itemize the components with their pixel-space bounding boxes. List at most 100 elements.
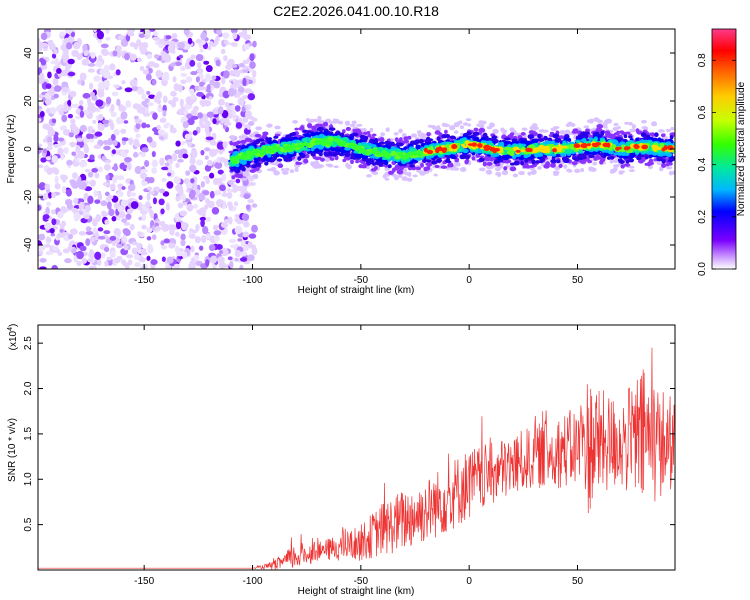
- noise-speck: [57, 251, 63, 257]
- noise-speck: [200, 235, 207, 244]
- noise-speck: [243, 34, 251, 41]
- noise-speck: [40, 157, 47, 163]
- noise-speck: [102, 139, 109, 146]
- ridge-speck: [271, 162, 279, 166]
- noise-speck: [75, 158, 80, 163]
- noise-speck: [224, 101, 230, 108]
- noise-speck: [110, 103, 115, 112]
- noise-speck: [105, 96, 112, 105]
- noise-speck: [54, 57, 60, 67]
- noise-speck: [135, 122, 141, 130]
- noise-speck: [217, 106, 224, 115]
- noise-speck: [168, 242, 176, 249]
- noise-speck: [246, 125, 251, 130]
- noise-speck: [215, 59, 221, 67]
- ridge-speck: [333, 165, 339, 169]
- noise-speck: [123, 120, 129, 124]
- ridge-speck: [492, 128, 499, 134]
- noise-speck: [53, 85, 62, 92]
- ridge-speck: [403, 146, 408, 150]
- noise-speck: [125, 254, 134, 259]
- ridge-speck: [318, 151, 323, 157]
- noise-speck: [112, 139, 118, 147]
- ridge-speck: [577, 134, 584, 138]
- noise-speck: [92, 119, 97, 124]
- ridge-speck: [563, 164, 568, 169]
- noise-speck: [212, 224, 219, 231]
- noise-speck: [251, 203, 258, 208]
- ridge-speck: [372, 171, 379, 176]
- ridge-speck: [240, 177, 248, 181]
- noise-speck: [193, 105, 199, 112]
- ridge-speck: [298, 127, 304, 131]
- spectrogram-noise-region: [38, 29, 258, 269]
- ridge-speck: [495, 159, 500, 164]
- noise-speck: [38, 143, 43, 148]
- noise-speck: [51, 53, 57, 59]
- noise-speck: [235, 122, 243, 129]
- noise-speck: [234, 201, 239, 207]
- noise-speck: [67, 113, 74, 119]
- noise-speck: [195, 76, 200, 83]
- noise-speck: [79, 124, 87, 133]
- noise-speck: [189, 156, 196, 166]
- ridge-speck: [471, 156, 476, 161]
- noise-speck: [242, 77, 247, 87]
- noise-speck: [184, 133, 192, 141]
- noise-speck: [77, 176, 82, 185]
- noise-speck: [169, 224, 176, 229]
- noise-speck: [58, 137, 65, 142]
- noise-speck: [230, 29, 238, 34]
- ridge-speck: [651, 121, 658, 127]
- ridge-speck: [410, 133, 418, 138]
- ridge-speck: [338, 152, 345, 157]
- noise-speck: [152, 112, 158, 120]
- noise-speck: [218, 249, 224, 255]
- noise-speck: [82, 44, 88, 52]
- noise-speck: [179, 210, 188, 217]
- noise-speck: [79, 181, 87, 190]
- noise-speck: [242, 243, 250, 252]
- noise-speck: [87, 125, 94, 134]
- noise-speck: [224, 39, 229, 45]
- noise-speck: [195, 223, 200, 232]
- ridge-speck: [658, 129, 665, 133]
- noise-speck: [101, 48, 108, 55]
- noise-speck: [85, 230, 94, 236]
- noise-speck: [39, 110, 45, 118]
- noise-speck: [237, 97, 245, 106]
- noise-speck: [234, 257, 239, 262]
- ridge-speck: [669, 135, 674, 140]
- noise-speck: [146, 192, 151, 201]
- ridge-speck: [344, 120, 351, 126]
- noise-speck: [134, 165, 142, 175]
- ridge-speck: [275, 153, 280, 158]
- noise-speck: [180, 239, 186, 247]
- noise-speck: [218, 184, 226, 192]
- noise-speck: [151, 150, 156, 158]
- noise-speck: [117, 175, 125, 181]
- noise-speck: [47, 42, 56, 47]
- noise-speck: [162, 75, 170, 81]
- ridge-speck: [524, 140, 531, 145]
- noise-speck: [247, 254, 255, 262]
- noise-speck: [200, 181, 206, 188]
- noise-speck: [116, 190, 124, 197]
- noise-speck: [67, 58, 75, 65]
- noise-speck: [178, 247, 184, 253]
- noise-speck: [72, 172, 78, 180]
- noise-speck: [205, 136, 214, 141]
- ridge-speck: [255, 138, 263, 142]
- ridge-speck: [387, 170, 395, 175]
- noise-speck: [175, 221, 182, 230]
- noise-speck: [225, 118, 230, 125]
- noise-speck: [89, 179, 96, 187]
- noise-speck: [87, 102, 95, 107]
- noise-speck: [196, 209, 203, 214]
- noise-speck: [146, 255, 151, 261]
- noise-speck: [139, 66, 145, 71]
- noise-speck: [66, 203, 73, 210]
- ridge-speck: [430, 125, 436, 129]
- ridge-speck: [618, 171, 624, 175]
- noise-speck: [116, 98, 121, 107]
